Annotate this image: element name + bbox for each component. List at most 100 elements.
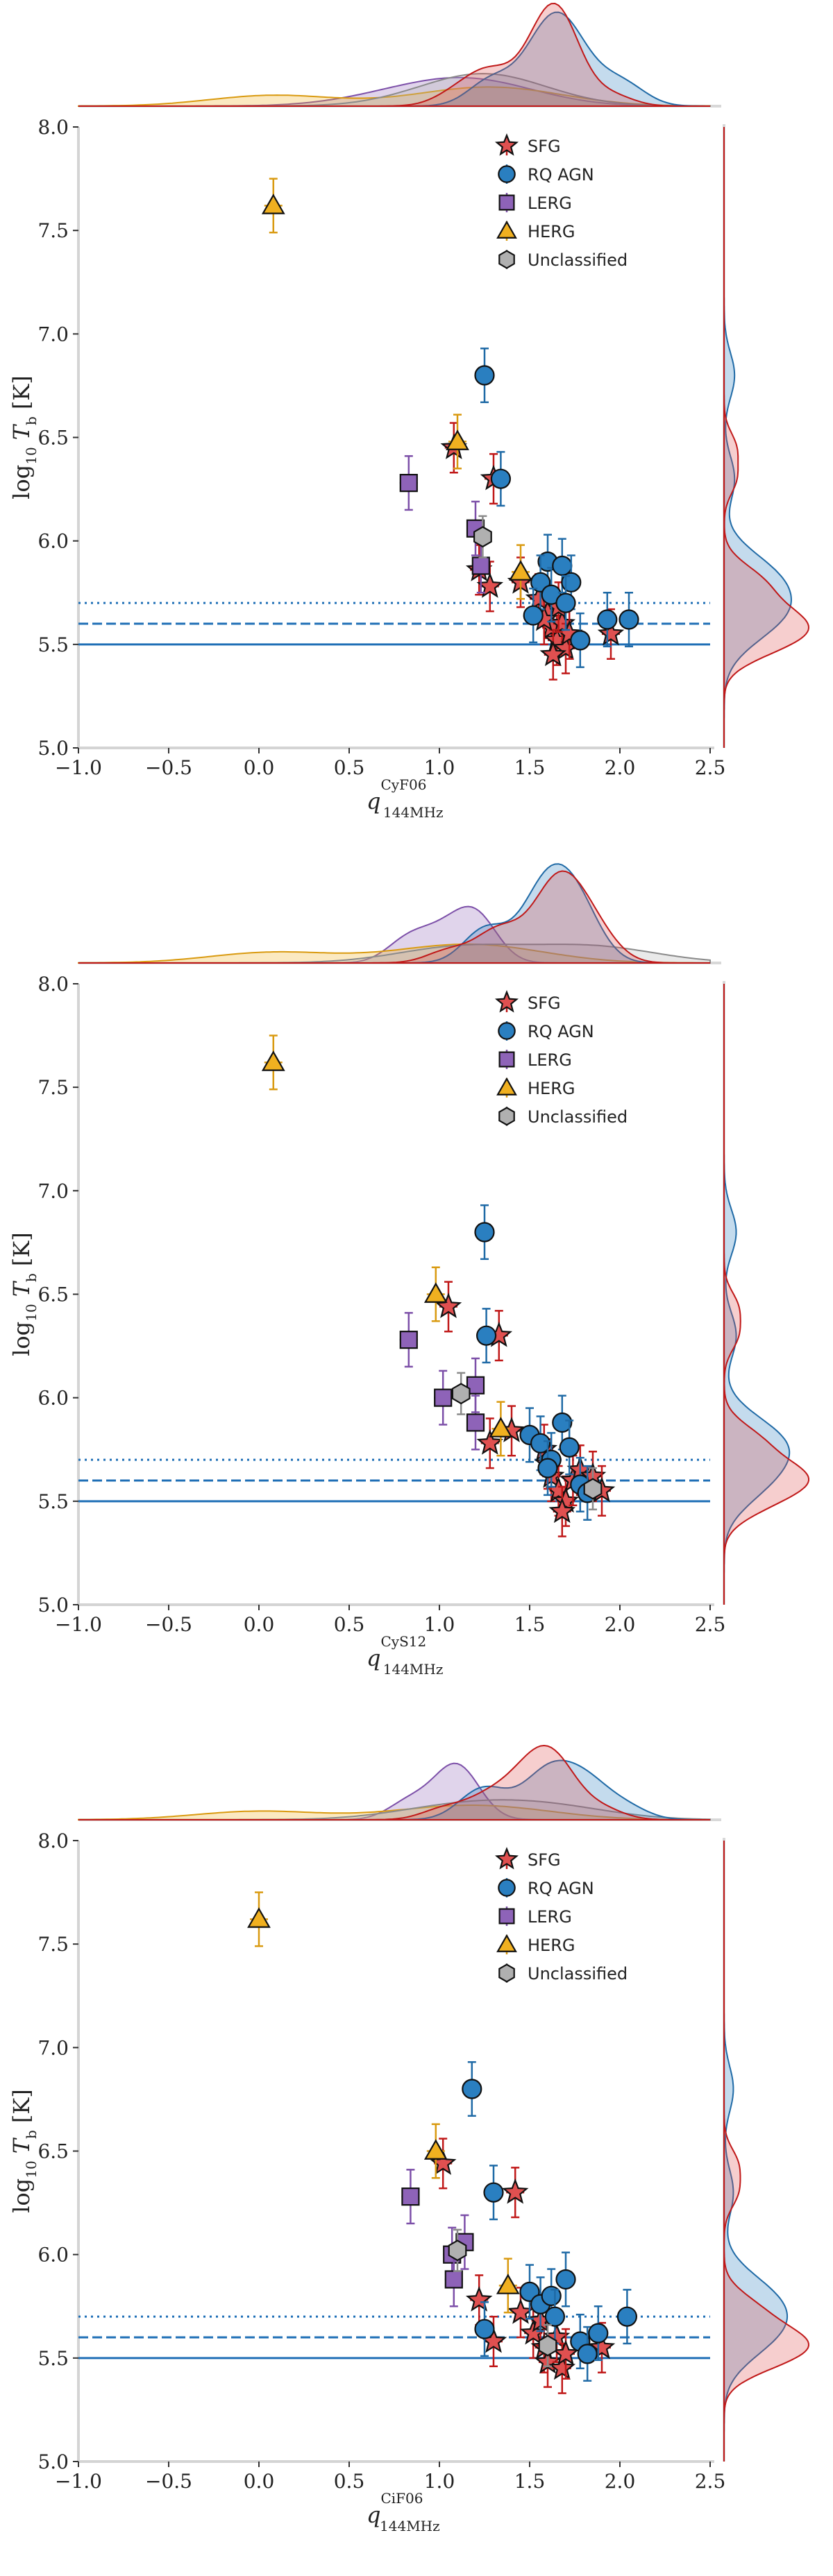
y-axis-ticks: 5.0 5.5 6.0 6.5 7.0 7.5 8.0 [37,116,78,760]
top-kde-sfg [78,2,710,107]
x-tick-label: 1.5 [514,1613,546,1636]
x-axis-label: qCyS12 144MHz [367,1633,443,1678]
legend-label-herg: HERG [528,222,575,241]
data-point [466,1376,485,1394]
x-tick-label: 0.0 [244,2470,275,2493]
data-point [530,1433,551,1453]
side-kde-sfg [723,984,809,1605]
y-tick-label: 5.5 [37,1490,69,1513]
legend-marker-lerg [498,194,515,211]
series-herg [261,1034,513,1457]
x-tick-label: 0.5 [334,756,365,779]
y-axis-label-log: log [8,465,35,500]
data-point [597,620,625,646]
y-tick-label: 8.0 [37,116,69,139]
x-tick-label: 0.0 [244,756,275,779]
y-tick-label: 8.0 [37,1829,69,1852]
y-tick-label: 6.5 [37,427,69,450]
x-axis-ticks: −1.0 −0.5 0.0 0.5 1.0 1.5 2.0 2.5 [55,748,725,779]
y-axis-label: log10 Tb [K] [8,2089,40,2212]
legend-marker-unclassified [498,1963,515,1983]
series-lerg [401,2169,474,2308]
legend-label-rq-agn: RQ AGN [528,165,594,185]
data-point [539,640,567,667]
data-point [247,1907,271,1928]
x-axis-label: qCyF06 144MHz [367,776,444,821]
data-point [474,365,495,386]
y-tick-label: 5.5 [37,633,69,656]
y-tick-label: 5.0 [37,2450,69,2473]
x-tick-label: −0.5 [145,756,192,779]
legend-marker-lerg [498,1051,515,1068]
data-point [448,2240,467,2262]
legend-label-herg: HERG [528,1079,575,1098]
panel-3: −1.0 −0.5 0.0 0.5 1.0 1.5 2.0 2.5 5.0 5.5 6.0 6.5 7.… [8,1744,810,2534]
side-marginal [723,1838,810,2462]
data-point [471,556,490,575]
data-point [474,2319,495,2339]
y-axis-label-var: T [8,2137,35,2153]
y-axis-ticks: 5.0 5.5 6.0 6.5 7.0 7.5 8.0 [37,973,78,1617]
data-point [489,1417,513,1438]
y-tick-label: 7.5 [37,1076,69,1099]
legend-marker-rq-agn [498,1022,516,1040]
data-point [537,1458,558,1478]
x-tick-label: −0.5 [145,1613,192,1636]
panel-1: −1.0 −0.5 0.0 0.5 1.0 1.5 2.0 2.5 5.0 5.5 6.0 6.5 7.… [8,2,810,821]
data-point [577,2344,598,2364]
legend-label-lerg: LERG [528,1050,572,1070]
y-tick-label: 7.0 [37,1179,69,1202]
side-marginal [723,981,809,1605]
y-axis-label: log10 Tb [K] [8,375,40,499]
top-kde-sfg [78,870,710,964]
series-sfg [440,422,625,681]
x-axis-label-sub: 144MHz [383,804,444,821]
y-axis-label-unit: [K] [8,2089,35,2123]
top-marginal [78,2,721,108]
x-axis-label-sup: CyS12 [380,1633,426,1650]
legend-label-sfg: SFG [528,993,561,1013]
x-tick-label: 0.5 [334,2470,365,2493]
legend-label-sfg: SFG [528,137,561,156]
top-marginal [78,863,721,964]
data-point [619,609,639,630]
x-tick-label: 1.0 [424,756,455,779]
x-tick-label: 0.5 [334,1613,365,1636]
y-tick-label: 5.5 [37,2347,69,2370]
data-point [476,1325,497,1346]
y-tick-label: 6.5 [37,2140,69,2163]
data-point [423,2139,448,2160]
legend-marker-herg [496,1934,517,1952]
y-tick-label: 6.0 [37,530,69,553]
y-axis-label-log-sub: 10 [23,2160,40,2178]
top-kde-sfg [78,1744,710,1820]
x-tick-label: 1.0 [424,1613,455,1636]
legend-marker-rq-agn [498,165,516,183]
data-point [552,1412,573,1433]
y-tick-label: 6.0 [37,2244,69,2267]
x-axis-ticks: −1.0 −0.5 0.0 0.5 1.0 1.5 2.0 2.5 [55,2462,725,2493]
data-point [588,2333,616,2360]
data-point [519,2319,547,2345]
series-unclassified [451,1372,603,1511]
x-tick-label: 2.0 [605,756,636,779]
y-axis-label-unit: [K] [8,375,35,409]
data-point [501,2178,529,2204]
legend-label-herg: HERG [528,1936,575,1955]
legend: SFG RQ AGN LERG HERG Unclassified [494,989,628,1127]
y-tick-label: 6.0 [37,1387,69,1410]
y-axis-label-var-sub: b [23,1273,40,1282]
y-tick-label: 5.0 [37,737,69,760]
data-point [583,1478,603,1500]
y-tick-label: 7.0 [37,2036,69,2059]
legend-label-unclassified: Unclassified [528,250,628,270]
y-tick-label: 7.0 [37,323,69,346]
data-point [466,1413,485,1432]
data-point [552,2339,580,2366]
y-tick-label: 6.5 [37,1283,69,1306]
y-axis-label-log: log [8,2178,35,2213]
legend-marker-unclassified [498,1107,515,1126]
x-axis-label-sub: 144MHz [380,2518,440,2534]
data-point [446,429,469,450]
data-point [509,560,532,581]
